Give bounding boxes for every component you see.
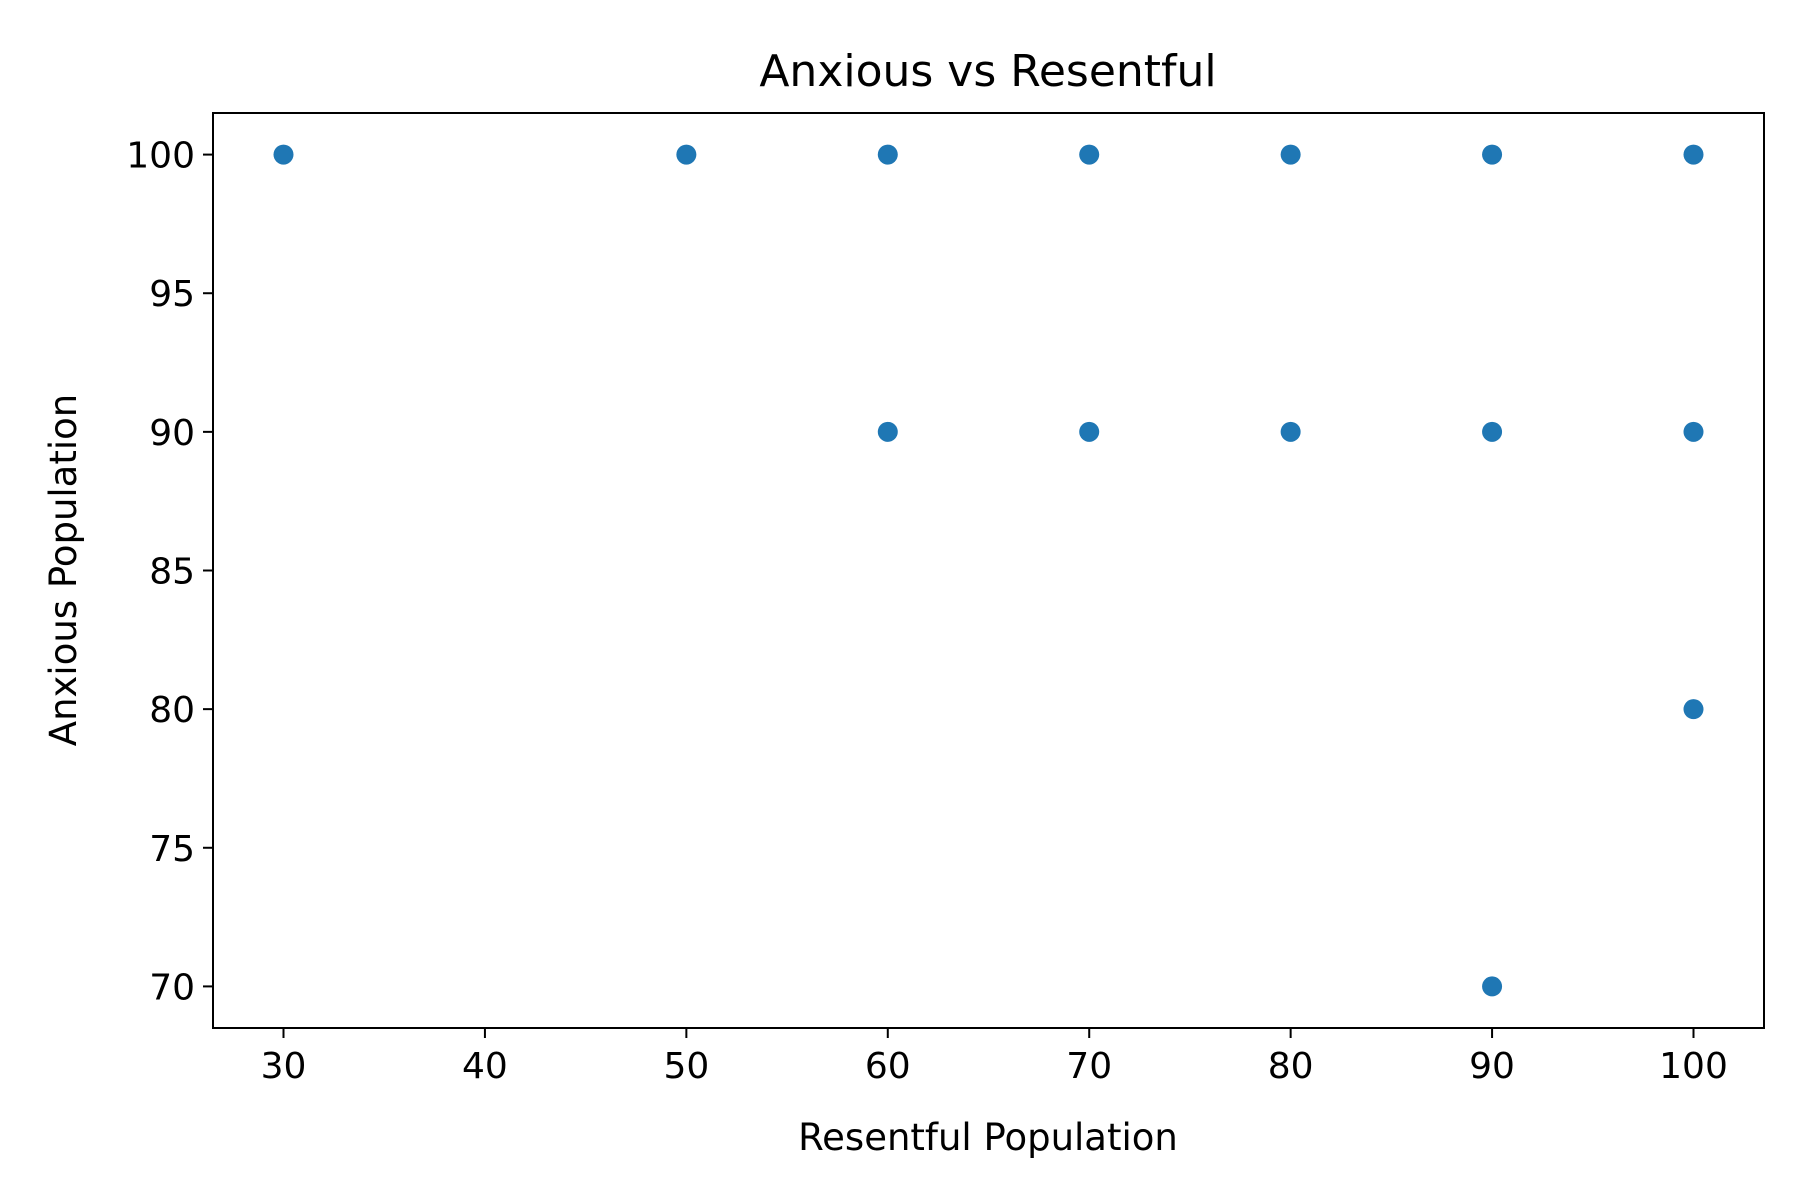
y-tick-label: 75 <box>149 829 195 870</box>
y-tick-label: 100 <box>126 136 195 177</box>
x-axis-ticks: 30 40 50 60 70 80 90 100 <box>261 1028 1728 1087</box>
y-tick-label: 90 <box>149 413 195 454</box>
data-point <box>1079 421 1100 442</box>
data-point <box>1683 421 1704 442</box>
x-axis-label: Resentful Population <box>798 1116 1178 1159</box>
y-tick-label: 95 <box>149 274 195 315</box>
data-point <box>273 144 294 165</box>
data-point <box>877 421 898 442</box>
x-tick-label: 60 <box>865 1046 911 1087</box>
x-tick-label: 40 <box>462 1046 508 1087</box>
data-point <box>1079 144 1100 165</box>
data-point <box>1280 421 1301 442</box>
x-tick-label: 70 <box>1066 1046 1112 1087</box>
chart-title: Anxious vs Resentful <box>759 46 1216 97</box>
data-point <box>676 144 697 165</box>
y-tick-label: 80 <box>149 690 195 731</box>
y-tick-label: 70 <box>149 967 195 1008</box>
data-point <box>1482 976 1503 997</box>
y-tick-label: 85 <box>149 552 195 593</box>
x-tick-label: 100 <box>1659 1046 1728 1087</box>
y-axis-ticks: 70 75 80 85 90 95 100 <box>126 136 213 1008</box>
data-point <box>1683 699 1704 720</box>
data-point <box>1280 144 1301 165</box>
x-tick-label: 90 <box>1469 1046 1515 1087</box>
data-point <box>877 144 898 165</box>
y-axis-label: Anxious Population <box>42 394 85 746</box>
data-point <box>1482 421 1503 442</box>
x-tick-label: 80 <box>1268 1046 1314 1087</box>
plot-frame <box>212 112 1765 1029</box>
data-points <box>273 144 1704 997</box>
data-point <box>1683 144 1704 165</box>
plot-area <box>213 113 1764 1028</box>
x-tick-label: 30 <box>261 1046 307 1087</box>
data-point <box>1482 144 1503 165</box>
x-tick-label: 50 <box>663 1046 709 1087</box>
